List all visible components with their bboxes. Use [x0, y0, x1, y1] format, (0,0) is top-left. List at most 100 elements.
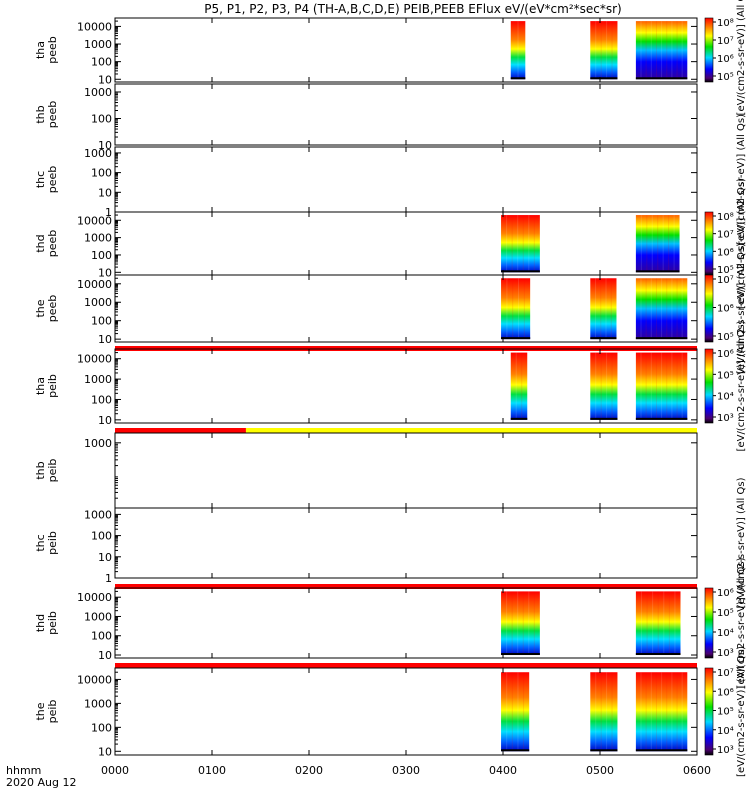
spectrogram-block	[635, 215, 680, 273]
spectrogram-block	[590, 352, 618, 420]
spectrogram-floor	[510, 77, 526, 80]
spectrogram-block	[510, 352, 528, 420]
colorbar	[704, 348, 714, 424]
colorbar-tick-label: 10³	[717, 413, 734, 424]
y-tick-label: 100	[91, 721, 112, 734]
panel-label: thb	[34, 461, 47, 479]
y-tick-label: 1000	[84, 373, 112, 386]
colorbar-tick-label: 10⁵	[717, 608, 734, 619]
panel-the-peib: 10 100 1000 10000 the peib 10³ 10⁴ 10⁵ 10⁶ 10⁷ [eV/…	[34, 646, 747, 777]
panel-thb-peeb: 10 100 1000 thb peeb	[34, 83, 698, 152]
y-tick-label: 1000	[84, 437, 112, 450]
y-tick-label: 1000	[84, 508, 112, 521]
colorbar-tick-label: 10³	[717, 745, 734, 756]
spectrogram-block	[635, 21, 688, 80]
spectrogram-floor	[635, 653, 681, 656]
colorbar-label: [eV/(cm2-s-sr-eV)] (All Qs)	[736, 646, 747, 777]
panel-label: thb	[34, 105, 47, 123]
panel-label: peib	[46, 611, 59, 635]
panel-frame	[114, 587, 698, 659]
y-tick-label: 100	[91, 393, 112, 406]
plot-title: P5, P1, P2, P3, P4 (TH-A,B,C,D,E) PEIB,P…	[204, 2, 621, 16]
y-tick-label: 1000	[84, 232, 112, 245]
panel-tha-peib: 10 100 1000 10000 tha peib 10³ 10⁴ 10⁵ 10⁶ [eV/(cm…	[34, 320, 747, 451]
spectrogram-floor	[635, 77, 688, 80]
colorbar-tick-label: 10⁵	[717, 332, 734, 343]
colorbar-tick-label: 10⁷	[717, 275, 734, 286]
panel-label: peeb	[46, 295, 59, 323]
spectrogram-block	[510, 21, 526, 80]
colorbar-tick-label: 10⁶	[717, 54, 734, 65]
panel-label: peib	[46, 531, 59, 555]
x-tick-label: 0300	[392, 764, 420, 777]
y-tick-label: 100	[91, 315, 112, 328]
colorbar-tick-label: 10⁵	[717, 370, 734, 381]
panel-label: tha	[34, 41, 47, 59]
spectrogram-floor	[590, 749, 618, 752]
spectrogram-block	[635, 278, 688, 340]
panel-label: peib	[46, 374, 59, 398]
colorbar-tick-label: 10⁴	[717, 726, 734, 737]
spectrogram-floor	[501, 270, 540, 273]
colorbar-label: [eV/(cm2-s-sr-eV)] (All Qs)	[736, 178, 747, 309]
panel-thd-peeb: 10 100 1000 10000 thd peeb 10⁵ 10⁶ 10⁷ 10⁸ [eV/(cm…	[34, 178, 747, 309]
colorbar-tick-label: 10⁸	[717, 212, 734, 223]
colorbar-tick-label: 10⁶	[717, 247, 734, 258]
y-tick-label: 100	[91, 167, 112, 180]
y-tick-label: 10000	[77, 673, 112, 686]
x-tick-label: 0500	[586, 764, 614, 777]
panel-thd-peib: 10 100 1000 10000 thd peib 10³ 10⁴ 10⁵ 10⁶ [eV/(cm…	[34, 557, 747, 688]
spectrogram-floor	[635, 417, 688, 420]
panel-tha-peeb: 10 100 1000 10000 tha peeb 10⁵ 10⁶ 10⁷ 10⁸ [eV/(cm…	[34, 0, 747, 115]
panel-label: thd	[34, 234, 47, 252]
spectrogram-block	[501, 672, 530, 752]
panel-label: peeb	[46, 230, 59, 258]
colorbar-tick-label: 10⁶	[717, 349, 734, 360]
colorbar-label: [eV/(cm2-s-sr-eV)] (All Qs)	[736, 320, 747, 451]
spectrogram-block	[590, 21, 618, 80]
y-tick-label: 10	[98, 649, 112, 662]
colorbar-tick-label: 10⁴	[717, 628, 734, 639]
panel-label: thc	[34, 534, 47, 551]
y-tick-label: 1000	[84, 610, 112, 623]
colorbar	[704, 17, 714, 83]
colorbar	[704, 667, 714, 756]
colorbar	[704, 587, 714, 659]
colorbar-label: [eV/(cm2-s-sr-eV)] (All Qs)	[736, 243, 747, 374]
spectrogram-floor	[510, 417, 528, 420]
colorbar	[704, 211, 714, 276]
spectrogram-block	[635, 672, 688, 752]
panel-label: peib	[46, 459, 59, 483]
x-tick-label: 0600	[683, 764, 711, 777]
y-tick-label: 10	[98, 745, 112, 758]
panel-frame	[114, 83, 698, 146]
panel-label: the	[34, 299, 47, 317]
y-tick-label: 1000	[84, 86, 112, 99]
y-tick-label: 1000	[84, 38, 112, 51]
y-tick-label: 1	[105, 572, 112, 585]
spectrogram-block	[501, 215, 540, 273]
colorbar-tick-label: 10⁷	[717, 230, 734, 241]
panel-frame	[114, 146, 698, 213]
y-tick-label: 10	[98, 333, 112, 346]
panel-frame	[114, 507, 698, 579]
y-tick-label: 100	[91, 112, 112, 125]
flag-strip-red	[115, 663, 697, 668]
y-tick-label: 1	[105, 206, 112, 219]
y-tick-label: 100	[91, 56, 112, 69]
panel-label: thd	[34, 614, 47, 632]
spectrogram-floor	[590, 77, 618, 80]
colorbar-tick-label: 10⁶	[717, 304, 734, 315]
spectrogram-floor	[635, 337, 688, 340]
colorbar-tick-label: 10⁶	[717, 687, 734, 698]
flag-strip-red	[115, 428, 246, 433]
y-tick-label: 10000	[77, 591, 112, 604]
y-tick-label: 100	[91, 530, 112, 543]
y-tick-label: 10000	[77, 353, 112, 366]
flag-strip-yellow	[245, 428, 697, 433]
colorbar-tick-label: 10⁵	[717, 72, 734, 83]
panel-label: peeb	[46, 36, 59, 64]
panel-label: thc	[34, 171, 47, 188]
x-axis-footer-date: 2020 Aug 12	[6, 776, 76, 789]
